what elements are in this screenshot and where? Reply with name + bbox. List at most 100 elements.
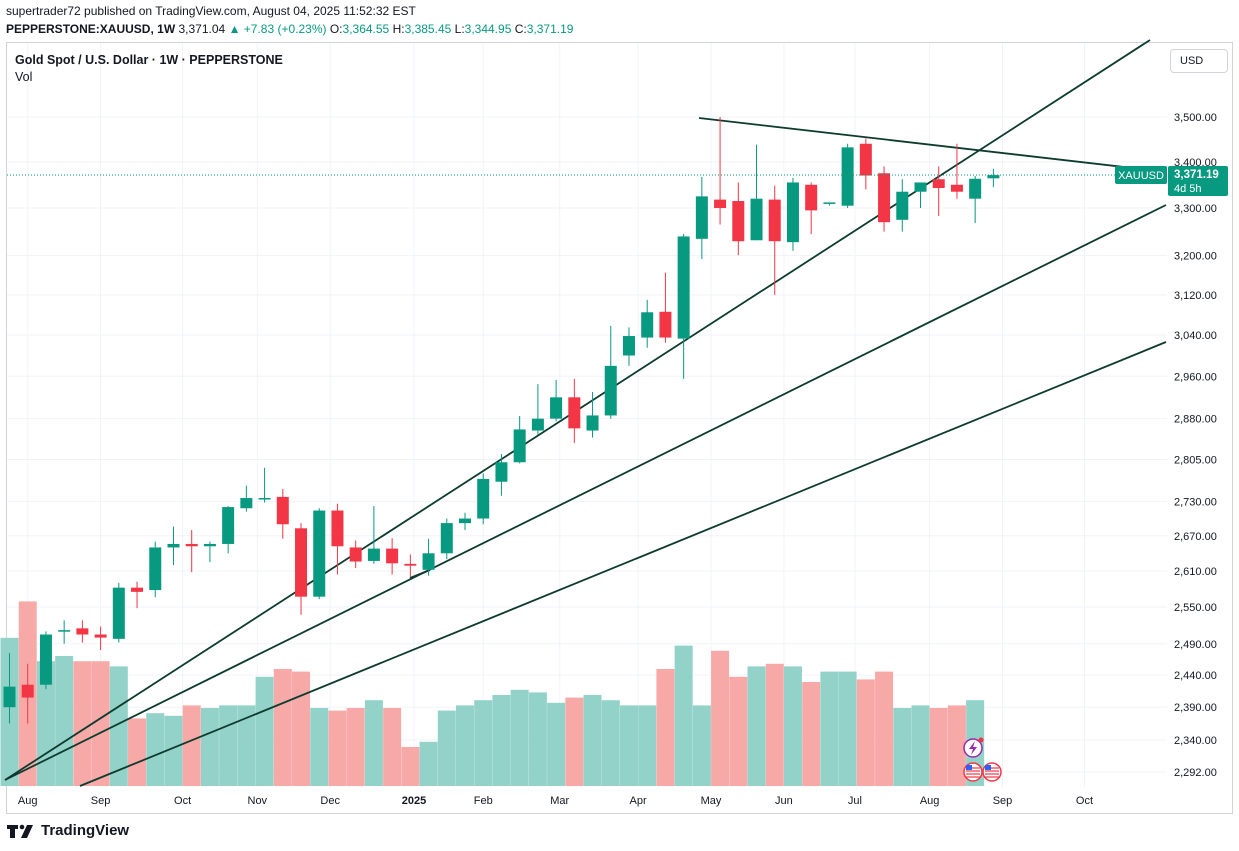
published-line: supertrader72 published on TradingView.c… (6, 4, 416, 18)
chart-frame (6, 42, 1233, 814)
event-dot (978, 737, 984, 743)
candle-body (695, 196, 708, 239)
volume-bar (310, 708, 329, 786)
candle-body (94, 634, 107, 638)
x-tick-label: Jul (848, 795, 862, 807)
volume-bar (456, 705, 474, 786)
candle-body (987, 175, 1000, 179)
candle-body (222, 507, 235, 544)
candle-body (896, 191, 909, 220)
volume-bar (856, 679, 875, 786)
x-tick-label: Nov (248, 795, 268, 807)
candle-body (604, 365, 617, 416)
open-label: O: (329, 22, 343, 36)
candle-body (258, 498, 271, 500)
symbol-tag (1115, 166, 1167, 185)
candle-body (859, 143, 872, 176)
high-label: H: (392, 22, 405, 36)
y-tick-label: 3,400.00 (1174, 157, 1217, 169)
volume-bar (36, 661, 55, 786)
y-tick-label: 2,390.00 (1174, 702, 1217, 714)
y-tick-label: 2,730.00 (1174, 496, 1217, 508)
candle-body (641, 312, 654, 338)
y-tick-label: 2,440.00 (1174, 670, 1217, 682)
y-tick-label: 3,040.00 (1174, 330, 1217, 342)
x-tick-label: Oct (174, 795, 191, 807)
y-tick-label: 2,340.00 (1174, 735, 1217, 747)
x-tick-label: Jun (775, 795, 793, 807)
candle-body (367, 548, 380, 561)
candle-body (459, 518, 471, 524)
candle-body (349, 547, 362, 562)
volume-bar (619, 705, 638, 786)
volume-bar (765, 663, 784, 786)
y-tick-label: 2,550.00 (1174, 602, 1217, 614)
volume-bar (383, 708, 402, 786)
volume-bar (565, 697, 584, 786)
candle-body (586, 415, 599, 431)
x-tick-label: Aug (18, 795, 38, 807)
candle-body (167, 543, 180, 548)
legend-volume: Vol (15, 70, 33, 84)
candle-body (203, 543, 216, 547)
volume-bar (729, 676, 748, 786)
candle-body (331, 510, 344, 547)
volume-bar (292, 671, 311, 786)
volume-bar (692, 705, 711, 786)
candle-body (386, 548, 399, 564)
volume-bar (55, 656, 74, 786)
candle-body (823, 202, 836, 204)
candle-body (185, 543, 198, 547)
y-tick-label: 2,670.00 (1174, 531, 1217, 543)
x-tick-label: May (701, 795, 722, 807)
symbol-tag-label: XAUUSD (1118, 170, 1164, 182)
candle-body (240, 498, 253, 509)
last-price: 3,371.04 (178, 22, 226, 36)
candle-body (131, 587, 144, 592)
volume-bar (929, 708, 948, 786)
volume-bar (583, 695, 602, 786)
volume-bar (638, 705, 657, 786)
candle-body (969, 178, 982, 199)
candle-body (440, 523, 453, 554)
volume-bar (182, 705, 201, 786)
y-tick-label: 3,120.00 (1174, 290, 1217, 302)
high-value: 3,385.45 (404, 22, 452, 36)
candle-body (932, 179, 945, 189)
volume-bar (783, 666, 802, 786)
low-label: L: (454, 22, 465, 36)
volume-bar (911, 705, 930, 786)
x-tick-label: Sep (91, 795, 111, 807)
flag-canton (966, 765, 972, 770)
volume-bar (401, 747, 420, 786)
tradingview-logo: TradingView (7, 822, 129, 839)
currency-button[interactable]: USD (1170, 49, 1228, 73)
volume-bar (419, 741, 438, 786)
volume-bar (73, 661, 92, 786)
volume-bar (875, 671, 894, 786)
candle-body (3, 686, 16, 708)
x-tick-label: Mar (550, 795, 569, 807)
x-tick-label: Dec (320, 795, 340, 807)
candle-body (58, 630, 71, 632)
volume-bar (820, 671, 839, 786)
candle-body (805, 184, 818, 211)
volume-bar (510, 689, 529, 786)
volume-bar (528, 692, 547, 786)
legend-title: Gold Spot / U.S. Dollar · 1W · PEPPERSTO… (15, 53, 283, 67)
volume-bar (474, 700, 493, 786)
volume-bar (838, 671, 857, 786)
candle-body (404, 563, 417, 566)
volume-bar (255, 676, 274, 786)
candle-body (513, 429, 526, 463)
x-tick-label: Aug (920, 795, 940, 807)
candle-body (950, 184, 963, 192)
low-value: 3,344.95 (464, 22, 512, 36)
x-tick-label: Apr (630, 795, 647, 807)
volume-bar (164, 715, 183, 786)
flag-canton (985, 765, 991, 770)
price-change: ▲ +7.83 (+0.23%) (228, 22, 327, 36)
volume-bar (437, 710, 456, 786)
open-value: 3,364.55 (342, 22, 390, 36)
